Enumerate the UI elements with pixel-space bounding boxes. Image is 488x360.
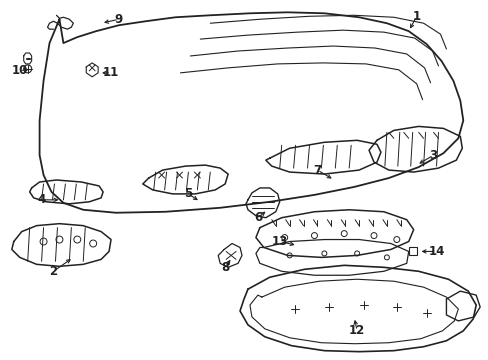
Bar xyxy=(408,247,416,255)
Text: 8: 8 xyxy=(221,261,229,274)
Text: 5: 5 xyxy=(184,188,192,201)
Text: 3: 3 xyxy=(428,149,437,162)
Text: 2: 2 xyxy=(49,265,58,278)
Text: 13: 13 xyxy=(271,235,287,248)
Text: 10: 10 xyxy=(12,64,28,77)
Text: 1: 1 xyxy=(412,10,420,23)
Text: 9: 9 xyxy=(115,13,123,26)
Text: 12: 12 xyxy=(348,324,365,337)
Text: 14: 14 xyxy=(427,245,444,258)
Text: 11: 11 xyxy=(102,66,119,79)
Text: 6: 6 xyxy=(253,211,262,224)
Text: 7: 7 xyxy=(313,163,321,176)
Text: 4: 4 xyxy=(38,193,45,206)
